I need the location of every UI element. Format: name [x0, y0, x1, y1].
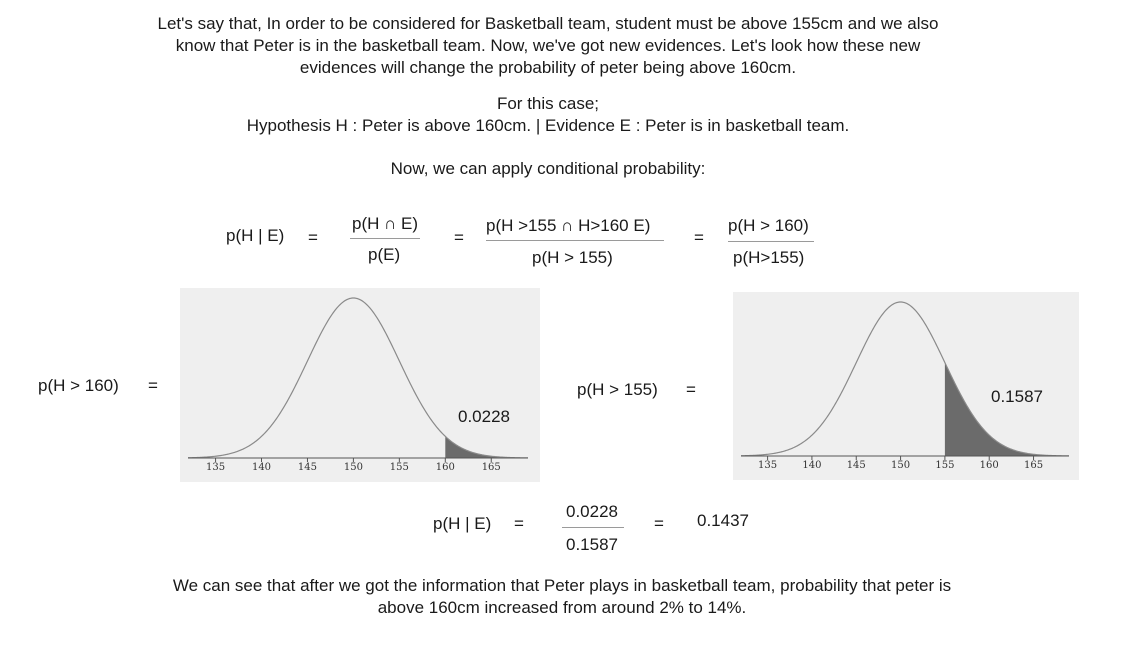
shaded-tail-area — [445, 436, 528, 458]
result-numerator: 0.0228 — [566, 502, 618, 521]
fraction2-bar — [486, 240, 664, 241]
equals-sign: = — [654, 514, 664, 533]
x-tick-label: 160 — [980, 460, 999, 471]
fraction1-numerator: p(H ∩ E) — [352, 214, 419, 233]
x-tick-label: 145 — [298, 462, 317, 473]
conditional-intro: Now, we can apply conditional probabilit… — [390, 159, 706, 178]
fraction2-denominator: p(H > 155) — [532, 248, 613, 267]
plot-svg: 135 140 145 150 155 160 165 0.0228 — [187, 297, 529, 473]
result-lhs: p(H | E) — [433, 514, 492, 533]
intro-line-3: evidences will change the probability of… — [299, 58, 797, 77]
x-tick-label: 155 — [390, 462, 409, 473]
fraction1-denominator: p(E) — [368, 245, 401, 264]
x-tick-label: 135 — [758, 460, 777, 471]
equals-sign: = — [514, 514, 524, 533]
p-h-above-160-label: p(H > 160) — [38, 376, 119, 395]
equals-sign: = — [694, 228, 704, 247]
probability-annotation: 0.0228 — [458, 407, 510, 426]
density-curve — [740, 301, 1070, 457]
normal-curve-plot-above-160: 135 140 145 150 155 160 165 0.0228 — [180, 288, 540, 482]
case-label: For this case; — [496, 94, 600, 113]
x-tick-label: 165 — [482, 462, 501, 473]
x-tick-label: 160 — [436, 462, 455, 473]
intro-line-1: Let's say that, In order to be considere… — [157, 14, 939, 33]
x-tick-label: 140 — [802, 460, 821, 471]
x-tick-label: 135 — [206, 462, 225, 473]
density-curve — [187, 297, 529, 459]
equals-sign: = — [686, 380, 696, 399]
plot-svg: 135 140 145 150 155 160 165 0.1587 — [740, 301, 1070, 471]
normal-curve-plot-above-155: 135 140 145 150 155 160 165 0.1587 — [733, 292, 1079, 480]
shaded-tail-area — [944, 362, 1069, 456]
conclusion: We can see that after we got the informa… — [14, 575, 1110, 619]
p-h-above-155-label: p(H > 155) — [577, 380, 658, 399]
equals-sign: = — [454, 228, 464, 247]
x-tick-label: 140 — [252, 462, 271, 473]
x-tick-label: 155 — [935, 460, 954, 471]
result-denominator: 0.1587 — [566, 535, 618, 554]
fraction2-numerator: p(H >155 ∩ H>160 E) — [486, 216, 651, 235]
fraction3-denominator: p(H>155) — [733, 248, 805, 267]
equals-sign: = — [148, 376, 158, 395]
x-tick-label: 150 — [344, 462, 363, 473]
conclusion-line-1: We can see that after we got the informa… — [172, 576, 952, 595]
x-tick-label: 165 — [1024, 460, 1043, 471]
fraction3-numerator: p(H > 160) — [728, 216, 809, 235]
probability-annotation: 0.1587 — [991, 387, 1043, 406]
fraction3-bar — [728, 241, 814, 242]
x-tick-label: 150 — [891, 460, 910, 471]
equals-sign: = — [308, 228, 318, 247]
intro-line-2: know that Peter is in the basketball tea… — [175, 36, 921, 55]
intro-paragraph: Let's say that, In order to be considere… — [0, 13, 1096, 79]
result-fraction-bar — [562, 527, 624, 528]
conclusion-line-2: above 160cm increased from around 2% to … — [377, 598, 747, 617]
hypothesis-evidence-line: Hypothesis H : Peter is above 160cm. | E… — [246, 116, 850, 135]
fraction1-bar — [350, 238, 420, 239]
formula-lhs: p(H | E) — [226, 226, 285, 245]
x-tick-label: 145 — [847, 460, 866, 471]
result-value: 0.1437 — [697, 511, 749, 530]
case-block: For this case; Hypothesis H : Peter is a… — [0, 93, 1096, 137]
